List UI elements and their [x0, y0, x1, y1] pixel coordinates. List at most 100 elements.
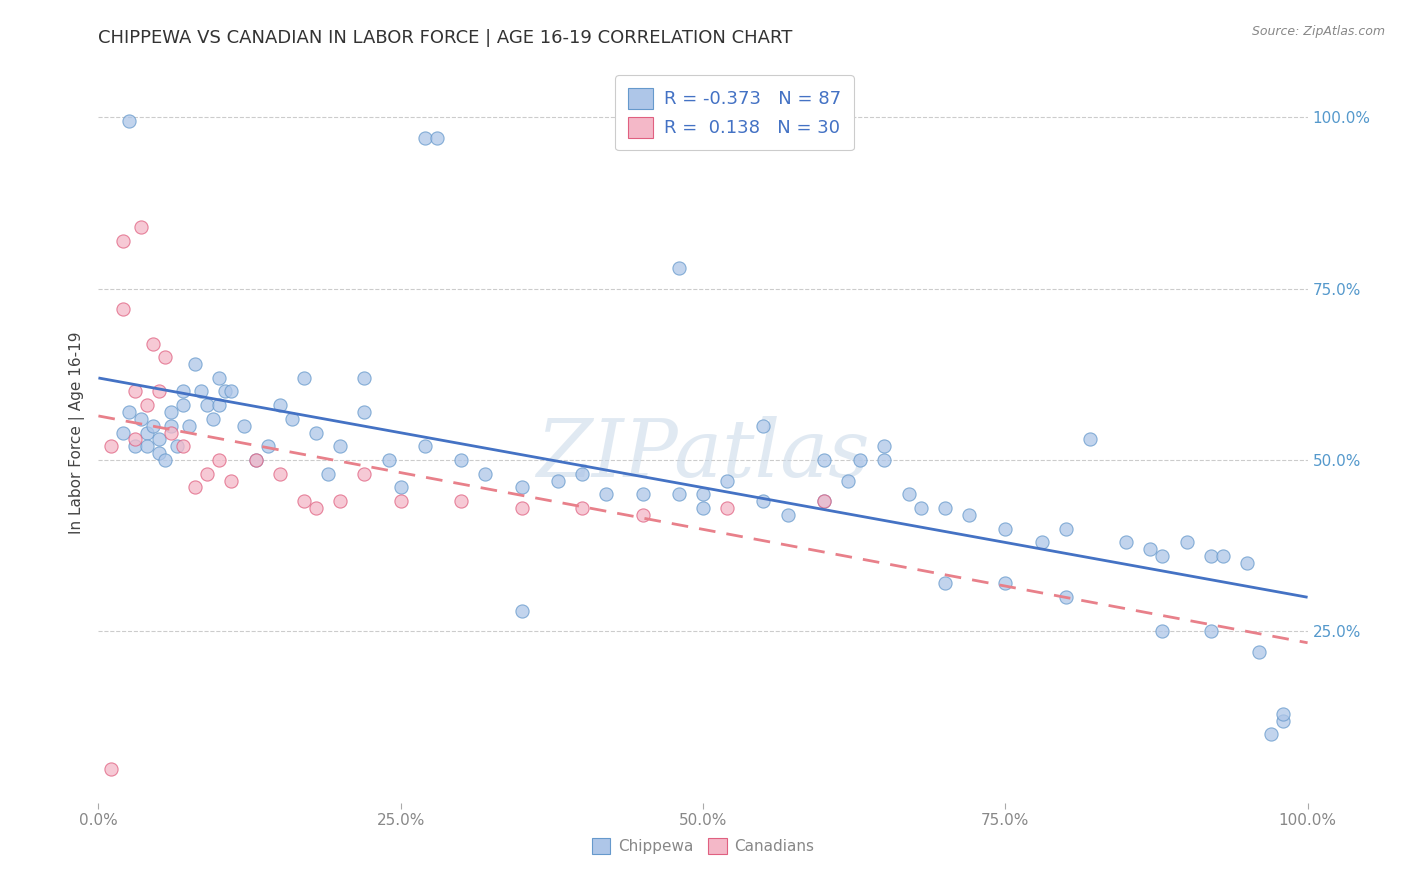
Point [837, 474, 859, 488]
Point [208, 371, 231, 385]
Point [100, 439, 122, 453]
Point [148, 446, 170, 460]
Point [172, 384, 194, 399]
Point [510, 480, 533, 494]
Legend: Chippewa, Canadians: Chippewa, Canadians [583, 830, 823, 862]
Point [153, 350, 176, 364]
Point [450, 494, 472, 508]
Point [668, 487, 690, 501]
Point [1054, 590, 1077, 604]
Point [994, 576, 1017, 591]
Point [510, 604, 533, 618]
Point [135, 425, 157, 440]
Point [994, 522, 1017, 536]
Point [813, 494, 835, 508]
Point [1078, 433, 1101, 447]
Point [1152, 549, 1174, 563]
Point [269, 398, 291, 412]
Point [329, 439, 352, 453]
Point [160, 418, 183, 433]
Point [208, 453, 231, 467]
Point [142, 418, 165, 433]
Point [353, 405, 375, 419]
Point [897, 487, 920, 501]
Point [245, 453, 267, 467]
Point [873, 453, 896, 467]
Point [1249, 645, 1271, 659]
Point [510, 501, 533, 516]
Point [179, 418, 201, 433]
Point [118, 113, 141, 128]
Point [129, 219, 152, 234]
Point [571, 501, 593, 516]
Point [692, 501, 714, 516]
Point [426, 131, 449, 145]
Point [1199, 549, 1222, 563]
Point [232, 418, 254, 433]
Point [1054, 522, 1077, 536]
Point [934, 576, 956, 591]
Point [1236, 556, 1258, 570]
Point [256, 439, 278, 453]
Point [281, 412, 304, 426]
Point [135, 398, 157, 412]
Text: Source: ZipAtlas.com: Source: ZipAtlas.com [1251, 25, 1385, 38]
Point [752, 494, 775, 508]
Point [316, 467, 339, 481]
Point [873, 439, 896, 453]
Point [1175, 535, 1198, 549]
Point [124, 433, 146, 447]
Point [184, 480, 207, 494]
Point [752, 418, 775, 433]
Point [111, 425, 134, 440]
Point [595, 487, 617, 501]
Point [166, 439, 188, 453]
Point [692, 487, 714, 501]
Point [124, 439, 146, 453]
Point [910, 501, 932, 516]
Point [202, 412, 225, 426]
Point [1031, 535, 1053, 549]
Point [148, 433, 170, 447]
Point [1152, 624, 1174, 639]
Point [172, 398, 194, 412]
Point [1115, 535, 1137, 549]
Point [160, 425, 183, 440]
Point [631, 487, 654, 501]
Point [716, 474, 738, 488]
Point [474, 467, 496, 481]
Point [389, 494, 412, 508]
Point [934, 501, 956, 516]
Point [413, 131, 436, 145]
Point [571, 467, 593, 481]
Point [160, 405, 183, 419]
Point [195, 398, 218, 412]
Point [214, 384, 236, 399]
Y-axis label: In Labor Force | Age 16-19: In Labor Force | Age 16-19 [69, 331, 84, 534]
Point [547, 474, 569, 488]
Point [142, 336, 165, 351]
Point [413, 439, 436, 453]
Point [153, 453, 176, 467]
Point [631, 508, 654, 522]
Point [305, 425, 328, 440]
Point [148, 384, 170, 399]
Point [813, 494, 835, 508]
Point [329, 494, 352, 508]
Point [221, 474, 243, 488]
Point [353, 467, 375, 481]
Point [813, 453, 835, 467]
Point [668, 261, 690, 276]
Point [118, 405, 141, 419]
Point [172, 439, 194, 453]
Point [716, 501, 738, 516]
Point [245, 453, 267, 467]
Point [190, 384, 212, 399]
Point [129, 412, 152, 426]
Point [1272, 706, 1295, 721]
Point [1199, 624, 1222, 639]
Point [124, 384, 146, 399]
Point [1272, 714, 1295, 728]
Point [377, 453, 399, 467]
Point [208, 398, 231, 412]
